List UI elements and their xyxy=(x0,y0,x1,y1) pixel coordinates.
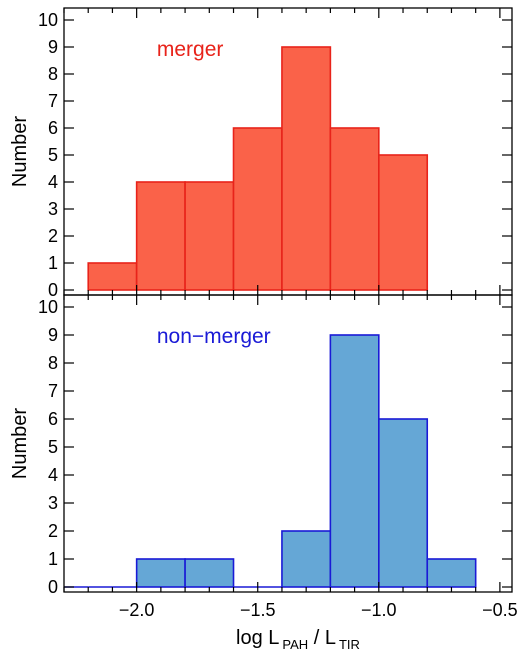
y-tick-label: 5 xyxy=(48,145,58,165)
histogram-bar xyxy=(281,530,332,588)
x-tick-label: −1.5 xyxy=(240,600,276,620)
y-tick-label: 7 xyxy=(48,91,58,111)
y-tick-label: 4 xyxy=(48,465,58,485)
histogram-bar xyxy=(184,558,235,588)
histogram-bar xyxy=(87,262,138,291)
histogram-bar xyxy=(378,418,429,588)
y-tick-label: 4 xyxy=(48,172,58,192)
x-axis-label-part: / L xyxy=(308,627,336,649)
y-tick-label: 0 xyxy=(48,280,58,300)
histogram-bar xyxy=(281,46,332,291)
panel-label: merger xyxy=(157,38,224,61)
panel-non-merger: 0 1 2 3 4 5 6 7 8 9 10 non−merger Number −2.0 −1.5 −1.0… xyxy=(9,294,518,652)
x-tick-label: −1.0 xyxy=(361,600,397,620)
y-tick-label: 7 xyxy=(48,381,58,401)
histogram-bar xyxy=(135,181,186,291)
y-tick-label: 6 xyxy=(48,409,58,429)
x-axis-label-subscript: TIR xyxy=(339,637,360,652)
y-tick-label: 10 xyxy=(38,297,58,317)
x-tick-label: −0.5 xyxy=(482,600,518,620)
y-tick-label: 1 xyxy=(48,253,58,273)
histogram-bar xyxy=(426,558,477,588)
y-tick-label: 3 xyxy=(48,493,58,513)
y-tick-label: 1 xyxy=(48,549,58,569)
y-tick-label: 3 xyxy=(48,199,58,219)
y-tick-label: 9 xyxy=(48,37,58,57)
y-tick-label: 6 xyxy=(48,118,58,138)
histogram-bar xyxy=(135,558,186,588)
x-tick-label: −2.0 xyxy=(119,600,155,620)
y-tick-label: 8 xyxy=(48,353,58,373)
y-tick-label: 2 xyxy=(48,226,58,246)
y-tick-label: 10 xyxy=(38,10,58,30)
y-tick-label: 9 xyxy=(48,325,58,345)
histogram-bar xyxy=(329,127,380,291)
x-axis-label-part: log L xyxy=(236,627,279,649)
y-tick-label: 8 xyxy=(48,64,58,84)
panel-label: non−merger xyxy=(157,325,271,348)
x-axis-label: log L PAH / L TIR xyxy=(236,627,360,652)
x-axis-label-subscript: PAH xyxy=(282,637,308,652)
y-axis-label: Number xyxy=(9,116,31,187)
histogram-bar xyxy=(184,181,235,291)
y-tick-label: 2 xyxy=(48,521,58,541)
histogram-bar xyxy=(378,154,429,291)
y-tick-label: 0 xyxy=(48,577,58,597)
histogram-bar xyxy=(232,127,283,291)
y-axis-label: Number xyxy=(9,408,31,479)
panel-merger: 0 1 2 3 4 5 6 7 8 9 10 merger Number xyxy=(9,7,513,300)
histogram-bar xyxy=(329,334,380,588)
plot-frame xyxy=(63,294,513,593)
y-tick-label: 5 xyxy=(48,437,58,457)
